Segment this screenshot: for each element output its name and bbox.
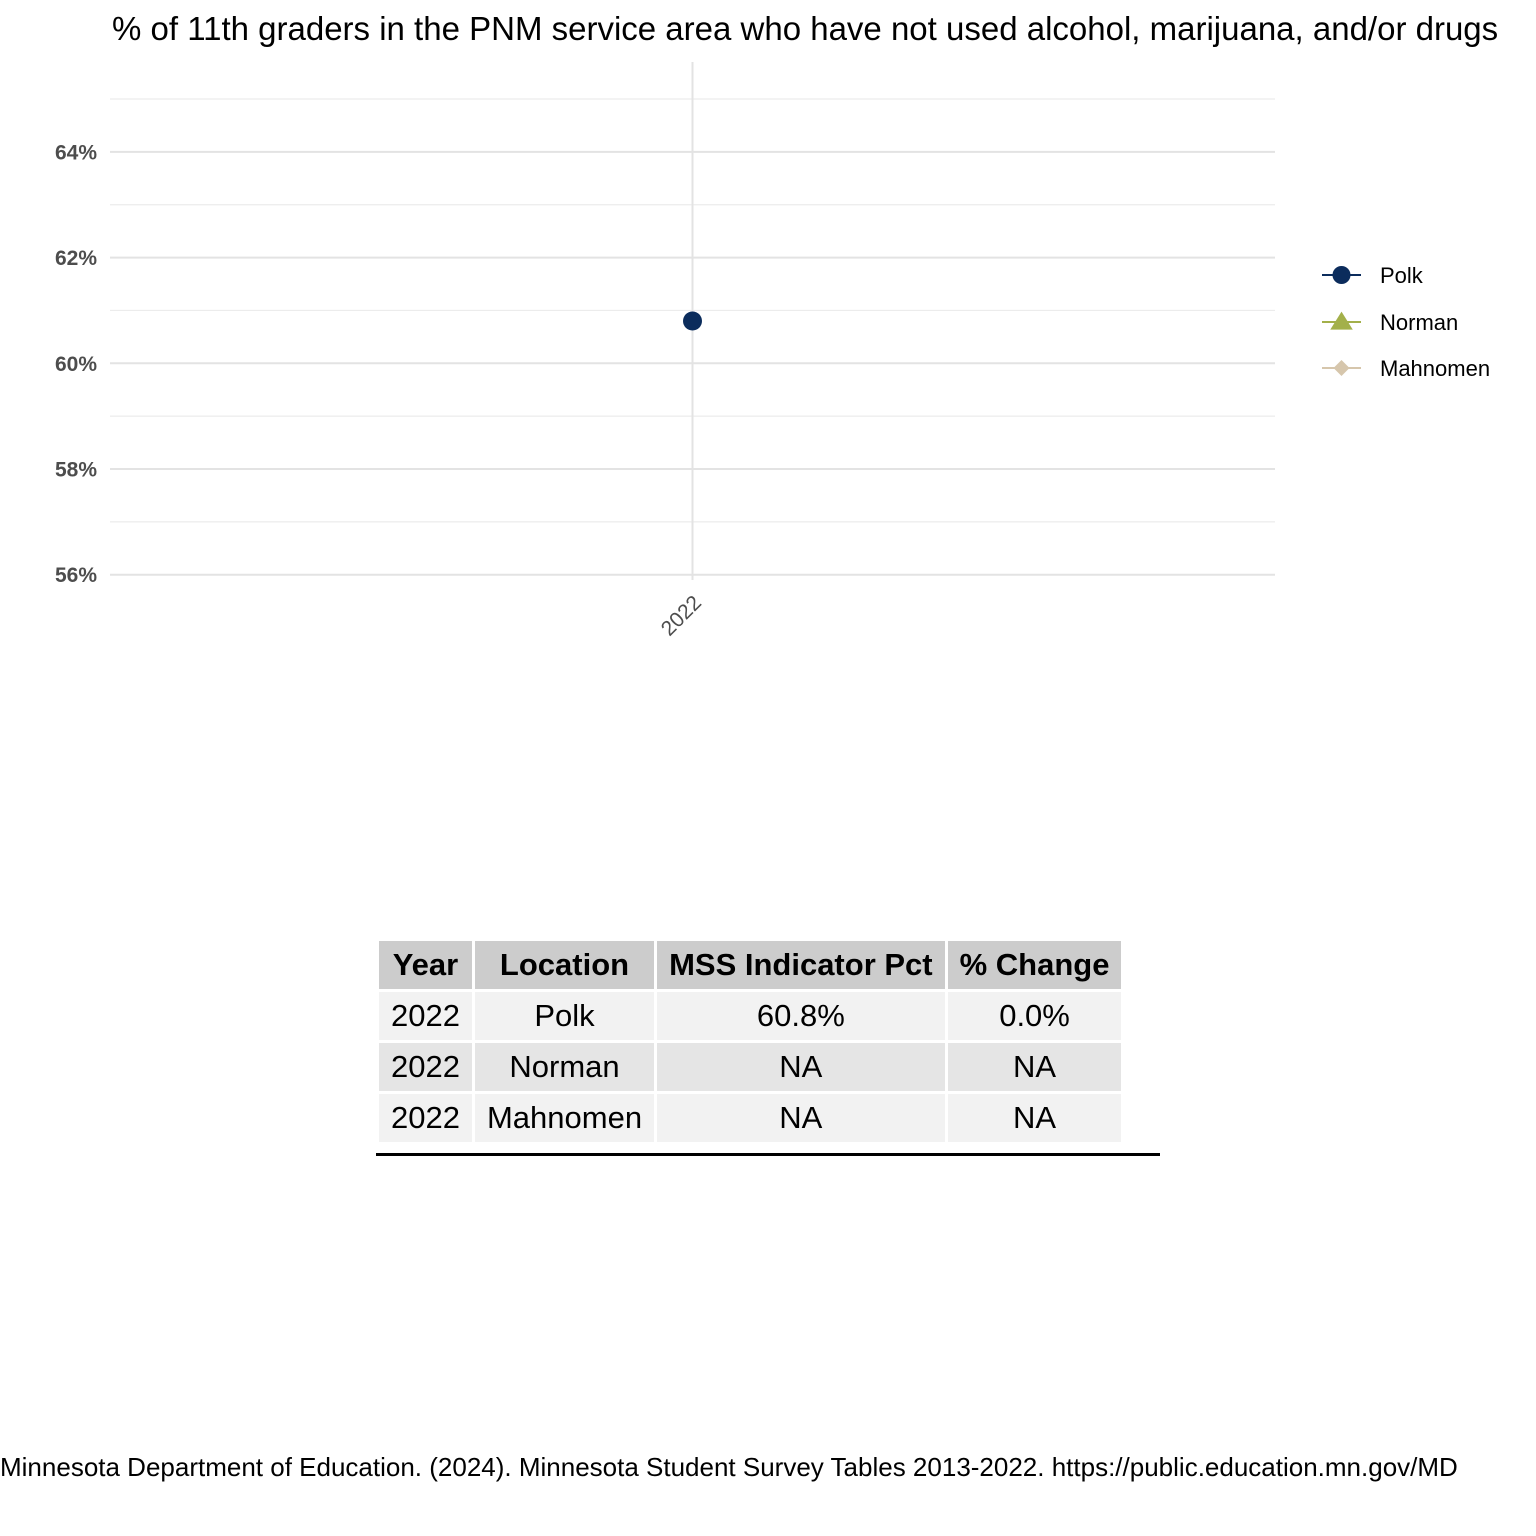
table-header-cell: % Change — [947, 941, 1122, 989]
data-point-polk — [683, 311, 702, 331]
table-cell: Polk — [474, 992, 655, 1040]
chart-title: % of 11th graders in the PNM service are… — [112, 10, 1499, 47]
y-tick-label: 56% — [55, 564, 97, 587]
table-cell: 2022 — [379, 992, 472, 1040]
table-cell: NA — [947, 1094, 1122, 1142]
table-header-row: Year Location MSS Indicator Pct% Change — [379, 941, 1122, 989]
plot-area: 56% 58% 60% 62% 64% 2022 — [55, 62, 1275, 641]
legend-label: Mahnomen — [1380, 356, 1491, 381]
table-cell: 60.8% — [657, 992, 945, 1040]
table-header-cell: Location — [474, 941, 655, 989]
source-caption: Minnesota Department of Education. (2024… — [0, 1452, 1458, 1482]
table-cell: 0.0% — [947, 992, 1122, 1040]
y-tick-label: 62% — [55, 247, 97, 270]
table-cell: Norman — [474, 1043, 655, 1091]
table-bottom-rule — [376, 1153, 1160, 1156]
table-cell: Mahnomen — [474, 1094, 655, 1142]
table-cell: NA — [657, 1094, 945, 1142]
table-cell: 2022 — [379, 1043, 472, 1091]
x-tick-label: 2022 — [657, 591, 706, 640]
data-table: Year Location MSS Indicator Pct% Change 20… — [376, 938, 1124, 1145]
table-row: 2022 Norman NA NA — [379, 1043, 1122, 1091]
legend-label: Norman — [1380, 309, 1459, 335]
table-row: 2022 Polk 60.8% 0.0% — [379, 992, 1122, 1040]
table-cell: 2022 — [379, 1094, 472, 1142]
y-tick-label: 60% — [55, 353, 97, 376]
y-tick-label: 58% — [55, 459, 97, 482]
table-header-cell: MSS Indicator Pct — [657, 941, 945, 989]
legend-marker — [1332, 266, 1351, 284]
table-cell: NA — [657, 1043, 945, 1091]
table-cell: NA — [947, 1043, 1122, 1091]
legend-key-norman — [1322, 311, 1361, 330]
legend-label: Polk — [1380, 263, 1423, 288]
legend-marker — [1333, 360, 1350, 376]
table-header-cell: Year — [379, 941, 472, 989]
table-row: 2022 Mahnomen NA NA — [379, 1094, 1122, 1142]
legend-key-mahnomen — [1322, 360, 1361, 376]
legend-key-polk — [1322, 266, 1361, 284]
y-tick-label: 64% — [55, 141, 97, 164]
legend-marker — [1330, 311, 1353, 330]
